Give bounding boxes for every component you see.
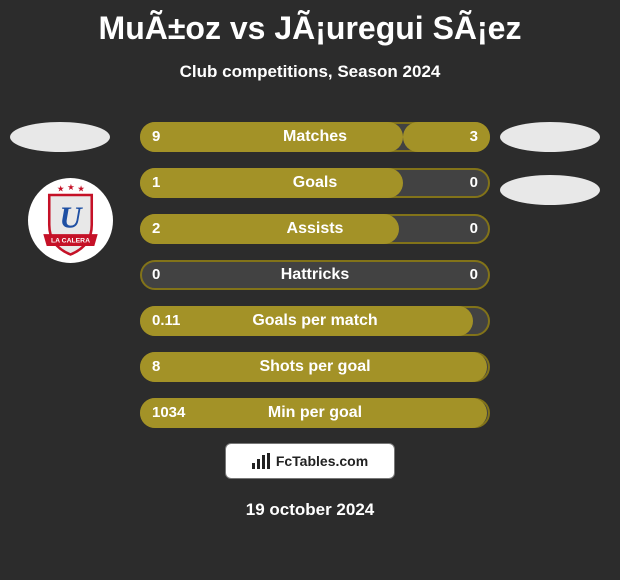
stat-value-right: 0	[470, 214, 478, 244]
stat-row: Hattricks0 0	[140, 260, 490, 290]
stat-row: Goals per match0.11	[140, 306, 490, 336]
stat-row: Matches9 3	[140, 122, 490, 152]
stat-row: Min per goal1034	[140, 398, 490, 428]
comparison-card: MuÃ±oz vs JÃ¡uregui SÃ¡ez Club competiti…	[0, 0, 620, 580]
svg-text:★: ★	[77, 184, 85, 194]
stat-value-right: 3	[470, 122, 478, 152]
stat-row: Shots per goal8	[140, 352, 490, 382]
stat-label: Matches	[140, 122, 490, 152]
stat-value-left: 1034	[152, 398, 185, 428]
page-title: MuÃ±oz vs JÃ¡uregui SÃ¡ez	[0, 10, 620, 47]
stat-value-left: 1	[152, 168, 160, 198]
attribution-text: FcTables.com	[276, 453, 368, 469]
svg-text:★: ★	[57, 184, 65, 194]
club-badge-svg: ★★★ULA CALERA	[28, 178, 113, 263]
stat-value-right: 0	[470, 168, 478, 198]
stat-value-left: 0.11	[152, 306, 180, 336]
stat-label: Goals per match	[140, 306, 490, 336]
stat-row: Goals1 0	[140, 168, 490, 198]
stat-label: Goals	[140, 168, 490, 198]
chart-icon	[252, 453, 270, 469]
stat-value-left: 0	[152, 260, 160, 290]
svg-text:LA CALERA: LA CALERA	[51, 238, 90, 245]
player-right-avatar-placeholder	[500, 122, 600, 152]
stat-label: Assists	[140, 214, 490, 244]
club-right-logo-placeholder	[500, 175, 600, 205]
svg-text:★: ★	[67, 182, 75, 192]
page-date: 19 october 2024	[0, 500, 620, 520]
stat-value-left: 8	[152, 352, 160, 382]
player-left-avatar-placeholder	[10, 122, 110, 152]
page-subtitle: Club competitions, Season 2024	[0, 62, 620, 82]
svg-text:U: U	[59, 200, 83, 234]
stat-row: Assists2 0	[140, 214, 490, 244]
stat-label: Shots per goal	[140, 352, 490, 382]
club-left-logo: ★★★ULA CALERA	[28, 178, 113, 263]
stat-value-left: 9	[152, 122, 160, 152]
attribution-badge: FcTables.com	[225, 443, 395, 479]
stat-value-left: 2	[152, 214, 160, 244]
stat-label: Min per goal	[140, 398, 490, 428]
stat-label: Hattricks	[140, 260, 490, 290]
stat-bars: Matches93Goals10Assists20Hattricks00Goal…	[140, 122, 490, 444]
stat-value-right: 0	[470, 260, 478, 290]
